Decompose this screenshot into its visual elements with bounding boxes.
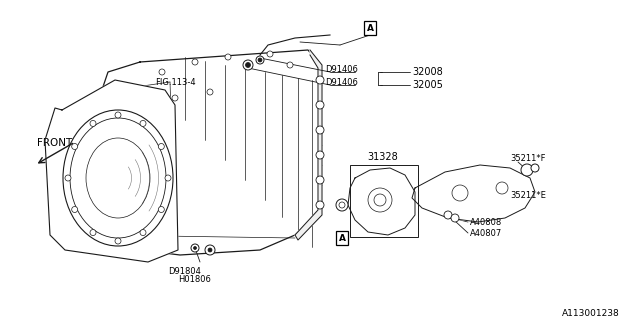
Circle shape bbox=[316, 126, 324, 134]
Circle shape bbox=[521, 164, 533, 176]
Circle shape bbox=[140, 229, 146, 236]
Circle shape bbox=[444, 211, 452, 219]
Circle shape bbox=[159, 69, 165, 75]
Circle shape bbox=[451, 214, 459, 222]
Text: D91804: D91804 bbox=[168, 268, 202, 276]
Circle shape bbox=[158, 206, 164, 212]
Polygon shape bbox=[348, 168, 415, 235]
Circle shape bbox=[165, 175, 171, 181]
Text: FRONT: FRONT bbox=[37, 138, 72, 148]
Circle shape bbox=[72, 143, 77, 149]
Circle shape bbox=[256, 56, 264, 64]
Text: 31328: 31328 bbox=[367, 152, 397, 162]
Text: A40808: A40808 bbox=[470, 218, 502, 227]
Circle shape bbox=[258, 58, 262, 62]
Text: A40807: A40807 bbox=[470, 228, 502, 237]
Bar bbox=[350, 165, 418, 237]
Circle shape bbox=[267, 51, 273, 57]
Polygon shape bbox=[295, 50, 322, 240]
Polygon shape bbox=[85, 50, 320, 255]
Circle shape bbox=[287, 62, 293, 68]
Circle shape bbox=[316, 76, 324, 84]
Circle shape bbox=[316, 101, 324, 109]
Circle shape bbox=[158, 143, 164, 149]
Text: H01806: H01806 bbox=[179, 276, 211, 284]
Circle shape bbox=[65, 175, 71, 181]
Circle shape bbox=[172, 95, 178, 101]
Circle shape bbox=[243, 60, 253, 70]
Circle shape bbox=[316, 201, 324, 209]
Circle shape bbox=[90, 120, 96, 126]
Circle shape bbox=[225, 54, 231, 60]
Circle shape bbox=[191, 244, 199, 252]
Circle shape bbox=[316, 151, 324, 159]
Text: FIG.113-4: FIG.113-4 bbox=[155, 77, 196, 86]
Text: A: A bbox=[367, 23, 374, 33]
Circle shape bbox=[192, 59, 198, 65]
Circle shape bbox=[72, 206, 77, 212]
Text: D91406: D91406 bbox=[325, 77, 358, 86]
Circle shape bbox=[531, 164, 539, 172]
Circle shape bbox=[205, 245, 215, 255]
Polygon shape bbox=[412, 165, 535, 222]
Circle shape bbox=[336, 199, 348, 211]
Circle shape bbox=[115, 238, 121, 244]
Text: D91406: D91406 bbox=[325, 65, 358, 74]
Text: A113001238: A113001238 bbox=[563, 308, 620, 317]
Circle shape bbox=[207, 89, 213, 95]
Polygon shape bbox=[45, 80, 178, 262]
Circle shape bbox=[208, 248, 212, 252]
Text: 35211*F: 35211*F bbox=[510, 154, 545, 163]
Circle shape bbox=[140, 120, 146, 126]
Circle shape bbox=[90, 229, 96, 236]
Circle shape bbox=[115, 112, 121, 118]
Text: 32008: 32008 bbox=[412, 67, 443, 77]
Circle shape bbox=[316, 176, 324, 184]
Text: 35211*E: 35211*E bbox=[510, 190, 546, 199]
Text: 32005: 32005 bbox=[412, 80, 443, 90]
Circle shape bbox=[193, 246, 196, 250]
Text: A: A bbox=[339, 234, 346, 243]
Circle shape bbox=[246, 62, 250, 68]
